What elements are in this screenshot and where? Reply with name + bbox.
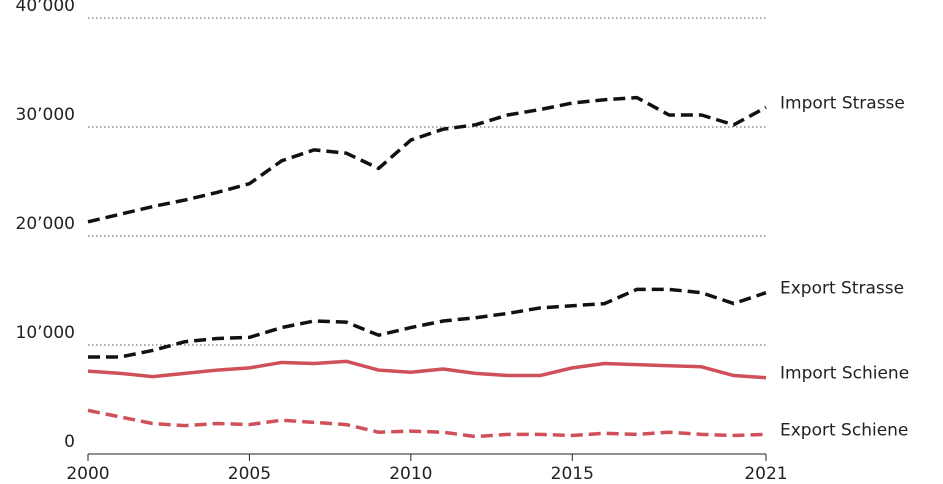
x-tick-label: 2000	[66, 464, 109, 484]
series-label: Import Schiene	[780, 364, 909, 384]
series-label: Export Strasse	[780, 279, 904, 299]
x-tick-label: 2010	[389, 464, 432, 484]
y-tick-label: 30’000	[16, 105, 75, 125]
y-tick-label: 10’000	[16, 323, 75, 343]
series-label: Export Schiene	[780, 420, 908, 440]
x-tick-label: 2005	[228, 464, 271, 484]
series-line	[87, 95, 767, 224]
series-line	[88, 287, 767, 359]
y-tick-label: 40’000	[16, 0, 75, 16]
x-tick-label: 2015	[551, 464, 594, 484]
series-label: Import Strasse	[780, 93, 905, 113]
x-tick-label: 2021	[744, 464, 787, 484]
y-tick-label: 0	[64, 432, 75, 452]
series-line	[87, 408, 767, 439]
y-tick-label: 20’000	[16, 214, 75, 234]
series-line	[87, 359, 767, 380]
